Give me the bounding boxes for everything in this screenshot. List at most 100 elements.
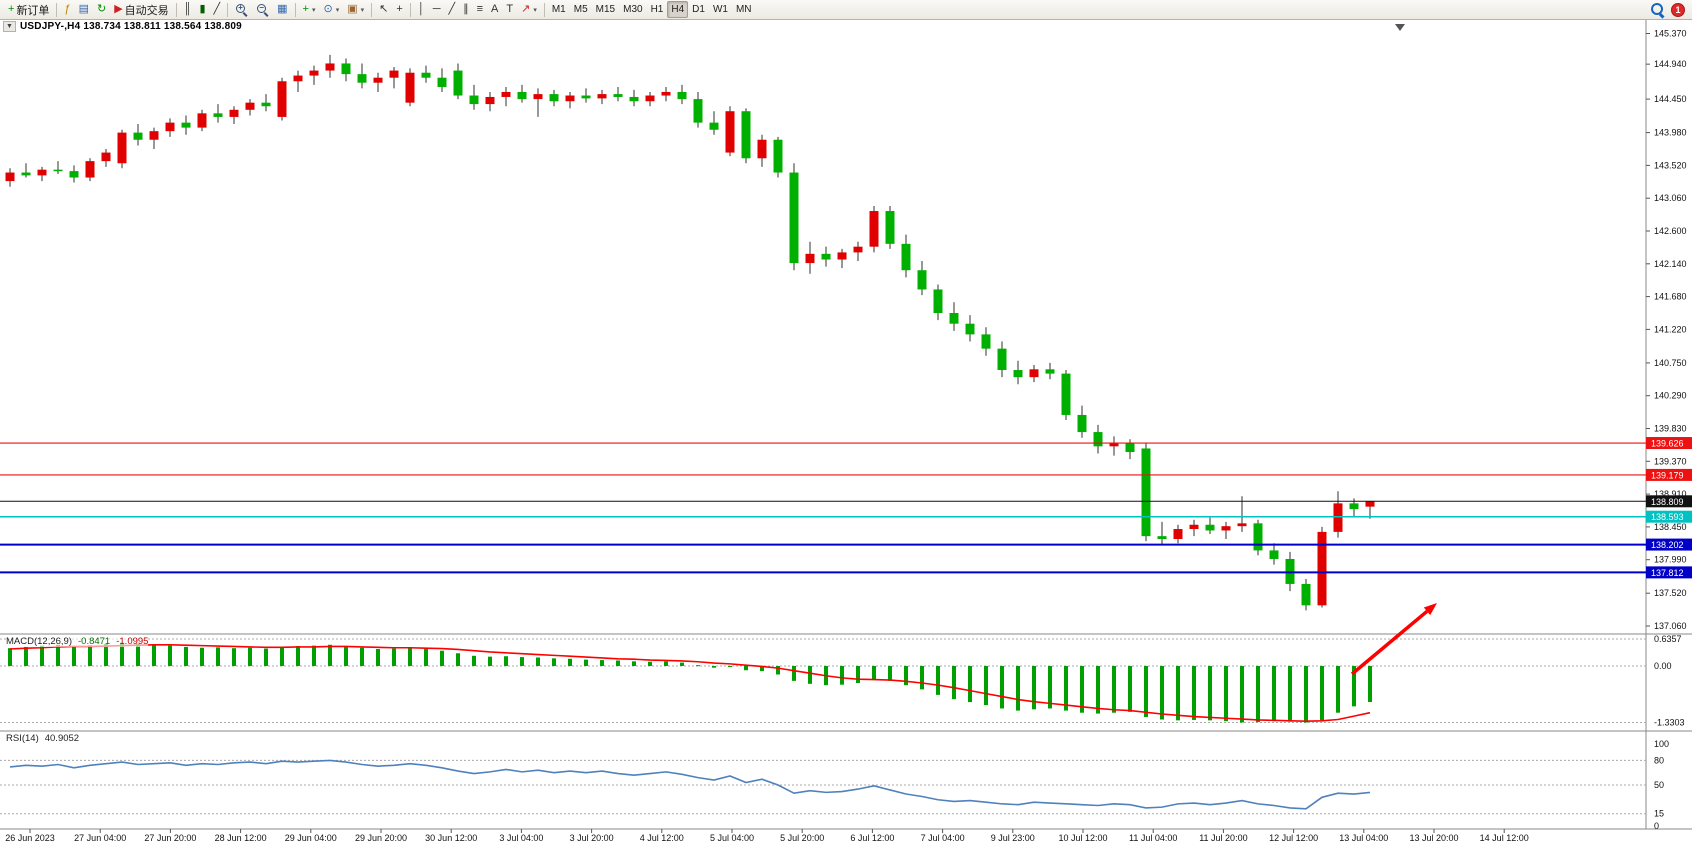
candle-body — [901, 243, 911, 271]
candle-body — [421, 72, 431, 78]
tf-m30-button[interactable]: M30 — [619, 1, 646, 18]
chart-candles-button[interactable]: ▮ — [195, 1, 209, 18]
refresh-button[interactable]: ↻ — [93, 1, 110, 18]
macd-bar — [440, 650, 444, 666]
tf-w1-button[interactable]: W1 — [709, 1, 732, 18]
chart-shift-marker-icon[interactable] — [1395, 24, 1405, 31]
candle-body — [741, 111, 751, 159]
candle-body — [485, 96, 495, 105]
candle-body — [437, 77, 447, 87]
svg-text:140.750: 140.750 — [1654, 358, 1687, 368]
price-tag — [1646, 538, 1692, 551]
templates-caret-icon[interactable]: ▾ — [360, 6, 365, 14]
svg-text:137.060: 137.060 — [1654, 621, 1687, 631]
chart-candles-icon: ▮ — [199, 3, 206, 15]
price-tag-label: 138.593 — [1651, 512, 1684, 522]
svg-text:28 Jun 12:00: 28 Jun 12:00 — [215, 833, 267, 843]
svg-text:138.910: 138.910 — [1654, 489, 1687, 499]
tf-d1-button[interactable]: D1 — [688, 1, 709, 18]
macd-bar — [632, 661, 636, 666]
price-tag — [1646, 468, 1692, 481]
indicators-button[interactable]: + ▾ — [299, 1, 320, 18]
tf-h4-button[interactable]: H4 — [667, 1, 689, 18]
tf-m1-button[interactable]: M1 — [548, 1, 570, 18]
chart-collapse-button[interactable]: ▼ — [3, 21, 16, 32]
macd-bar — [1240, 666, 1244, 723]
svg-text:139.830: 139.830 — [1654, 424, 1687, 434]
horizontal-line-icon: ─ — [432, 3, 441, 15]
rsi-pane: 100 80 50 15 0 — [0, 739, 1669, 831]
chart-bars-button[interactable]: ║ — [180, 1, 196, 18]
price-axis[interactable]: 145.370 144.940 144.450 143.980 143.520 143.0… — [1646, 29, 1687, 632]
tf-m5-button[interactable]: M5 — [570, 1, 592, 18]
arrows-button[interactable]: ↗ ▾ — [517, 1, 541, 18]
templates-button[interactable]: ▣ ▾ — [343, 1, 368, 18]
svg-text:7 Jul 04:00: 7 Jul 04:00 — [921, 833, 965, 843]
candle-body — [1253, 523, 1263, 551]
svg-text:143.520: 143.520 — [1654, 160, 1687, 170]
search-icon[interactable] — [1650, 2, 1665, 17]
candle-body — [917, 270, 927, 290]
price-tag-label: 137.812 — [1651, 568, 1684, 578]
macd-bar — [1192, 666, 1196, 720]
svg-text:80: 80 — [1654, 755, 1664, 765]
zoom-out-button[interactable]: − — [252, 1, 273, 18]
candle-body — [149, 131, 159, 140]
text-label-button[interactable]: T — [502, 1, 517, 18]
autotrading-button[interactable]: ▶ 自动交易 — [110, 1, 172, 18]
svg-text:13 Jul 20:00: 13 Jul 20:00 — [1409, 833, 1458, 843]
macd-bar — [24, 646, 28, 666]
indicators-icon: + — [302, 3, 309, 15]
tf-m1-label: M1 — [551, 4, 566, 15]
notification-badge[interactable]: 1 — [1671, 2, 1685, 17]
price-tag — [1646, 510, 1692, 523]
periods-button[interactable]: ⊙ ▾ — [320, 1, 344, 18]
periods-caret-icon[interactable]: ▾ — [335, 6, 340, 14]
chart-title-row: ▼ USDJPY-,H4 138.734 138.811 138.564 138… — [3, 21, 242, 32]
tf-d1-label: D1 — [692, 4, 705, 15]
new-order-button[interactable]: + 新订单 — [4, 1, 53, 18]
price-tag — [1646, 566, 1692, 579]
fibonacci-button[interactable]: ≡ — [473, 1, 487, 18]
experts-button[interactable]: ƒ — [60, 1, 74, 18]
crosshair-button[interactable]: + — [392, 1, 406, 18]
tile-windows-button[interactable]: ▦ — [273, 1, 291, 18]
svg-text:3 Jul 20:00: 3 Jul 20:00 — [570, 833, 614, 843]
svg-text:15: 15 — [1654, 809, 1664, 819]
svg-text:11 Jul 20:00: 11 Jul 20:00 — [1199, 833, 1247, 843]
candle-body — [165, 122, 175, 132]
svg-text:27 Jun 04:00: 27 Jun 04:00 — [74, 833, 126, 843]
zoom-in-button[interactable]: + — [231, 1, 252, 18]
trendline-button[interactable]: ╱ — [444, 1, 459, 18]
tf-mn-button[interactable]: MN — [732, 1, 756, 18]
tf-m15-button[interactable]: M15 — [592, 1, 619, 18]
text-button[interactable]: A — [487, 1, 502, 18]
candle-body — [1077, 414, 1087, 433]
candle-body — [309, 70, 319, 76]
reports-button[interactable]: ▤ — [75, 1, 93, 18]
candle-body — [757, 139, 767, 159]
svg-text:29 Jun 20:00: 29 Jun 20:00 — [355, 833, 407, 843]
macd-bar — [1320, 666, 1324, 721]
tf-h1-button[interactable]: H1 — [647, 1, 668, 18]
svg-text:29 Jun 04:00: 29 Jun 04:00 — [285, 833, 337, 843]
chart-line-button[interactable]: ╱ — [210, 1, 225, 18]
arrows-caret-icon[interactable]: ▾ — [533, 6, 537, 14]
vertical-line-button[interactable]: │ — [414, 1, 429, 18]
indicators-caret-icon[interactable]: ▾ — [311, 6, 316, 14]
candle-body — [709, 122, 719, 130]
toolbar: + 新订单 ƒ ▤ ↻ ▶ 自动交易 ║ ▮ ╱ + − ▦ + ▾ ⊙ ▾ ▣ ▾ ↖ + │ ─ ╱ ∥ ≡ A T ↗ ▾ M1 M5 M… — [0, 0, 1692, 20]
candle-body — [373, 77, 383, 83]
candle-body — [5, 172, 15, 182]
svg-text:9 Jul 23:00: 9 Jul 23:00 — [991, 833, 1035, 843]
macd-bar — [1288, 666, 1292, 722]
macd-bar — [120, 642, 124, 666]
text-label-icon: T — [506, 3, 514, 15]
macd-bar — [568, 658, 572, 666]
macd-bar — [1128, 666, 1132, 712]
cursor-button[interactable]: ↖ — [375, 1, 392, 18]
time-axis[interactable]: 26 Jun 2023 27 Jun 04:00 27 Jun 20:00 28 Ju… — [5, 829, 1529, 843]
horizontal-line-button[interactable]: ─ — [429, 1, 445, 18]
channel-button[interactable]: ∥ — [459, 1, 473, 18]
trend-arrow-annotation[interactable] — [1350, 603, 1437, 676]
